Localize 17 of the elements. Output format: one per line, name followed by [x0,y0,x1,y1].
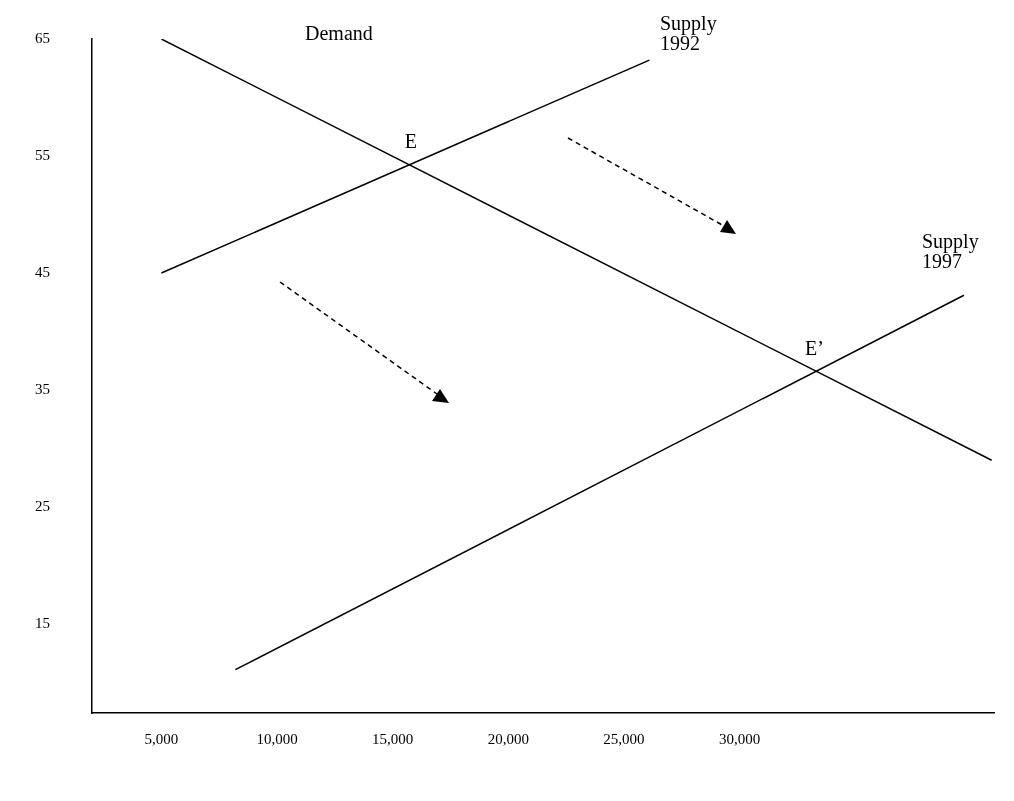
y-tick-label: 55 [35,146,50,163]
x-tick-label: 15,000 [372,730,414,747]
x-tick-label: 20,000 [487,730,529,747]
annotation: Supply 1992 [660,12,717,54]
annotation: Supply 1997 [922,230,979,272]
annotation: Demand [305,22,373,44]
annotation: E [404,130,417,153]
y-tick-label: 65 [35,29,50,46]
y-tick-label: 35 [35,380,50,397]
x-tick-label: 10,000 [256,730,298,747]
y-tick-label: 25 [35,497,50,514]
annotation: E’ [805,337,824,360]
x-tick-label: 5,000 [144,730,179,747]
y-tick-label: 15 [35,615,50,632]
y-tick-label: 45 [35,263,50,280]
x-tick-label: 25,000 [603,730,645,747]
x-tick-label: 30,000 [718,730,761,747]
